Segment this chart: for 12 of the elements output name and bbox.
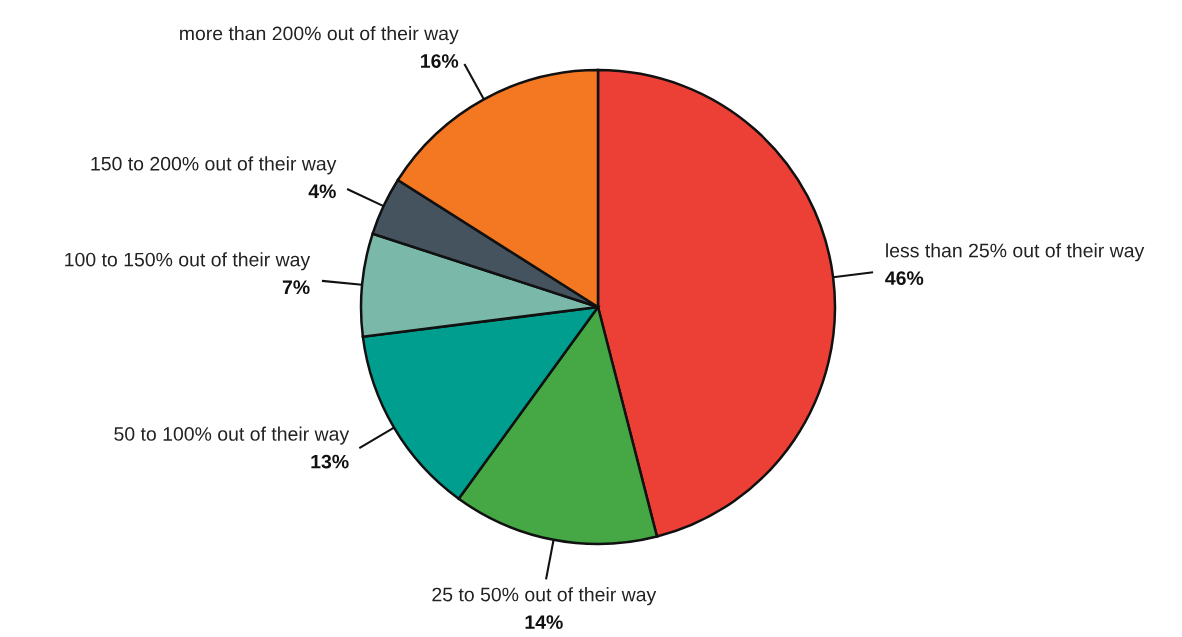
slice-label: 100 to 150% out of their way <box>65 252 311 271</box>
data-label: 46% <box>885 271 924 286</box>
slice-label: less than 25% out of their way <box>886 243 1145 262</box>
slice-label: 25 to 50% out of their way <box>432 587 657 606</box>
data-label: 14% <box>525 615 563 629</box>
slice-label: more than 200% out of their way <box>180 26 459 45</box>
data-label: 16% <box>421 54 459 68</box>
slice-label: 150 to 200% out of their way <box>91 156 337 175</box>
data-label: 4% <box>308 184 336 199</box>
data-label: 7% <box>282 280 310 295</box>
slice-label: 50 to 100% out of their way <box>114 426 350 445</box>
data-label: 13% <box>311 454 349 469</box>
